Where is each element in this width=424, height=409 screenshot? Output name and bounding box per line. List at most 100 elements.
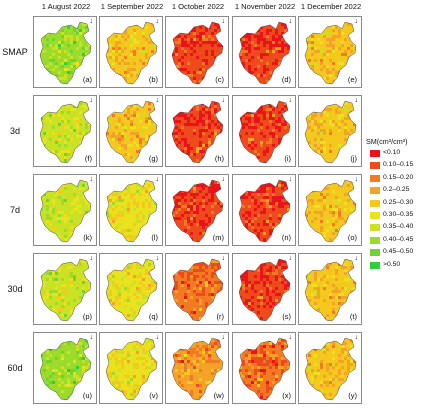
map-cell	[275, 287, 278, 290]
map-cell	[85, 345, 88, 348]
map-cell	[94, 23, 96, 26]
map-cell	[260, 342, 263, 345]
map-cell	[284, 226, 287, 229]
map-cell	[202, 263, 205, 266]
map-cell	[317, 150, 320, 153]
map-cell	[211, 260, 214, 263]
map-cell	[329, 296, 332, 299]
map-cell	[329, 238, 332, 241]
map-cell	[299, 80, 302, 83]
map-cell	[266, 290, 269, 293]
map-cell	[245, 77, 248, 80]
map-cell	[37, 59, 40, 62]
map-cell	[242, 284, 245, 287]
map-cell	[314, 293, 317, 296]
map-cell	[133, 159, 136, 162]
map-cell	[82, 278, 85, 281]
map-cell	[251, 71, 254, 74]
map-cell	[151, 351, 154, 354]
map-cell	[112, 135, 115, 138]
map-cell	[299, 96, 302, 99]
map-cell	[46, 175, 49, 178]
map-cell	[332, 357, 335, 360]
map-cell	[245, 187, 248, 190]
map-cell	[211, 360, 214, 363]
map-cell	[172, 23, 175, 26]
map-cell	[217, 147, 220, 150]
map-cell	[184, 114, 187, 117]
map-cell	[353, 281, 356, 284]
map-cell	[338, 77, 341, 80]
region-boundary	[105, 21, 158, 85]
map-cell	[184, 357, 187, 360]
map-cell	[88, 144, 91, 147]
map-cell	[160, 393, 162, 396]
map-cell	[115, 363, 118, 366]
map-cell	[130, 193, 133, 196]
map-cell	[112, 193, 115, 196]
map-cell	[106, 223, 109, 226]
map-cell	[139, 220, 142, 223]
map-cell	[100, 305, 103, 308]
map-cell	[326, 180, 329, 181]
map-cell	[79, 175, 82, 178]
map-cell	[184, 263, 187, 266]
map-cell	[175, 272, 178, 275]
map-cell	[287, 202, 290, 205]
map-cell	[359, 144, 361, 147]
map-cell	[236, 257, 239, 260]
map-cell	[233, 102, 236, 105]
map-cell	[100, 281, 103, 284]
map-cell	[172, 96, 175, 99]
map-cell	[151, 284, 154, 287]
map-cell	[260, 74, 263, 77]
map-cell	[43, 193, 46, 196]
soil-moisture-map	[39, 258, 92, 322]
map-cell	[293, 138, 295, 141]
map-cell	[55, 357, 58, 360]
map-cell	[100, 17, 103, 20]
map-cell	[205, 320, 208, 321]
map-cell	[193, 153, 196, 156]
map-cell	[166, 296, 169, 299]
map-cell	[214, 71, 217, 74]
panel-label: (n)	[281, 233, 291, 242]
map-cell	[308, 211, 311, 214]
map-cell	[245, 175, 248, 178]
map-cell	[184, 205, 187, 208]
map-cell	[139, 59, 142, 62]
map-cell	[305, 333, 308, 336]
map-cell	[181, 162, 184, 163]
map-cell	[70, 180, 73, 181]
map-cell	[136, 351, 139, 354]
map-cell	[175, 266, 178, 269]
map-cell	[314, 272, 317, 275]
map-cell	[76, 402, 79, 403]
map-cell	[332, 123, 335, 126]
map-cell	[266, 29, 269, 32]
map-cell	[115, 217, 118, 220]
map-cell	[199, 35, 202, 38]
map-cell	[202, 123, 205, 126]
map-cell	[40, 305, 43, 308]
map-cell	[242, 266, 245, 269]
map-cell	[67, 22, 70, 23]
map-cell	[82, 345, 85, 348]
map-cell	[106, 83, 109, 84]
map-cell	[70, 259, 73, 260]
map-cell	[175, 360, 178, 363]
map-cell	[154, 141, 157, 144]
map-cell	[284, 96, 287, 99]
map-cell	[145, 308, 148, 311]
map-cell	[169, 229, 172, 232]
map-cell	[329, 244, 332, 245]
map-cell	[245, 266, 248, 269]
map-cell	[112, 384, 115, 387]
map-cell	[226, 396, 228, 399]
map-cell	[217, 202, 220, 205]
map-cell	[347, 23, 350, 26]
map-cell	[178, 80, 181, 83]
map-cell	[223, 196, 226, 199]
map-cell	[112, 23, 115, 26]
map-cell	[88, 86, 91, 87]
